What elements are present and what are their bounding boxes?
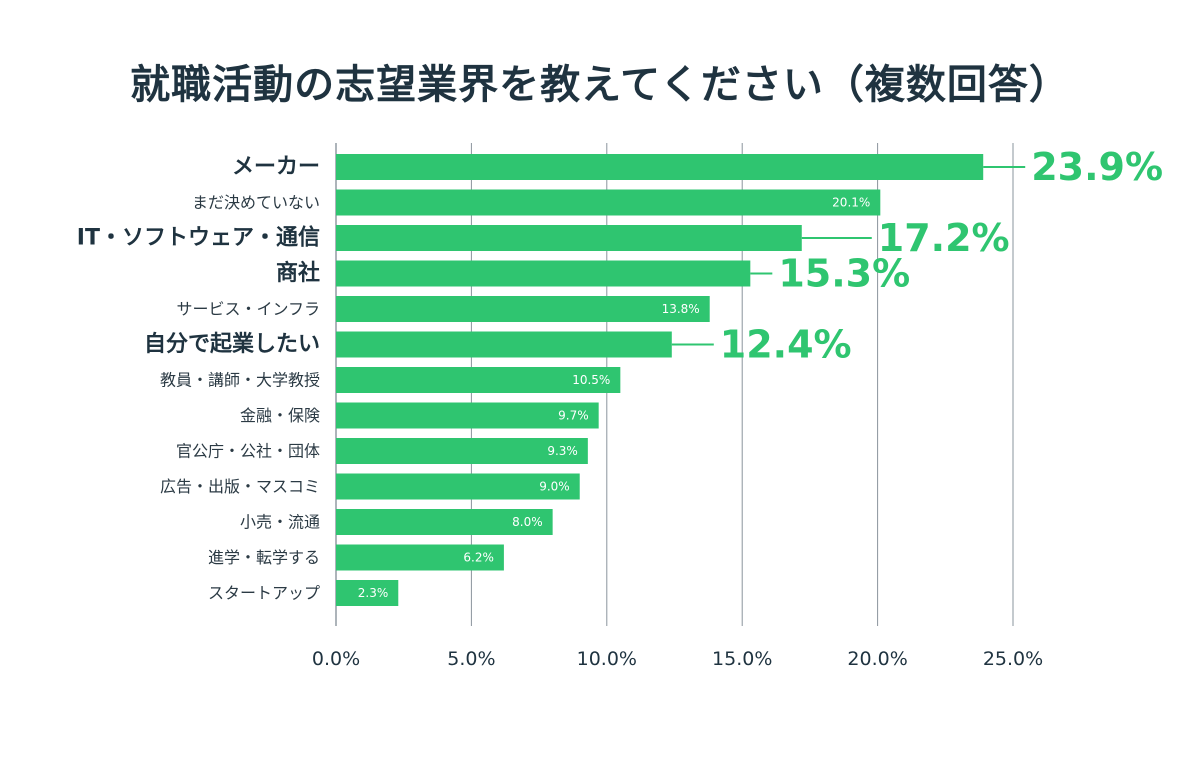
category-label: 官公庁・公社・団体 xyxy=(176,442,320,461)
bar-value-label: 10.5% xyxy=(572,373,610,387)
bar xyxy=(336,544,504,571)
bar-value-label: 6.2% xyxy=(463,551,494,565)
category-label: まだ決めていない xyxy=(192,193,320,212)
category-label: 金融・保険 xyxy=(240,406,320,425)
bar xyxy=(336,509,553,535)
x-tick-label: 5.0% xyxy=(447,648,495,670)
bar xyxy=(336,296,710,322)
x-tick-label: 25.0% xyxy=(983,648,1043,670)
bar-value-label: 9.7% xyxy=(558,409,589,423)
chart-title: 就職活動の志望業界を教えてください（複数回答） xyxy=(130,62,1070,108)
callout-value-label: 15.3% xyxy=(778,252,910,296)
category-label: 教員・講師・大学教授 xyxy=(160,371,320,390)
bar-value-label: 13.8% xyxy=(662,302,700,316)
bar xyxy=(336,580,399,606)
callout-value-label: 12.4% xyxy=(720,323,852,367)
bar-value-label: 20.1% xyxy=(832,196,870,210)
bar-value-label: 9.0% xyxy=(539,480,570,494)
x-tick-label: 10.0% xyxy=(577,648,637,670)
bar-value-label: 9.3% xyxy=(547,444,578,458)
category-label: 進学・転学する xyxy=(208,548,320,567)
bar xyxy=(336,225,802,251)
bar xyxy=(336,367,621,393)
callout-value-label: 23.9% xyxy=(1031,145,1163,189)
bar xyxy=(336,438,588,464)
category-label: サービス・インフラ xyxy=(176,300,320,319)
bar xyxy=(336,402,599,429)
bar-value-label: 8.0% xyxy=(512,515,543,529)
callout-value-label: 17.2% xyxy=(878,216,1010,260)
bar-value-label: 2.3% xyxy=(358,586,389,600)
category-label: IT・ソフトウェア・通信 xyxy=(77,225,320,251)
category-label: 自分で起業したい xyxy=(144,331,320,357)
x-tick-label: 20.0% xyxy=(847,648,907,670)
bar xyxy=(336,331,672,358)
category-label: 商社 xyxy=(276,260,320,286)
category-label: メーカー xyxy=(232,155,320,180)
bar xyxy=(336,260,751,287)
category-label: 広告・出版・マスコミ xyxy=(160,477,320,496)
x-tick-label: 0.0% xyxy=(312,648,360,670)
bar xyxy=(336,189,881,216)
x-tick-label: 15.0% xyxy=(712,648,772,670)
bar xyxy=(336,473,580,500)
category-label: スタートアップ xyxy=(208,584,320,603)
bar xyxy=(336,154,984,180)
category-label: 小売・流通 xyxy=(240,513,320,532)
